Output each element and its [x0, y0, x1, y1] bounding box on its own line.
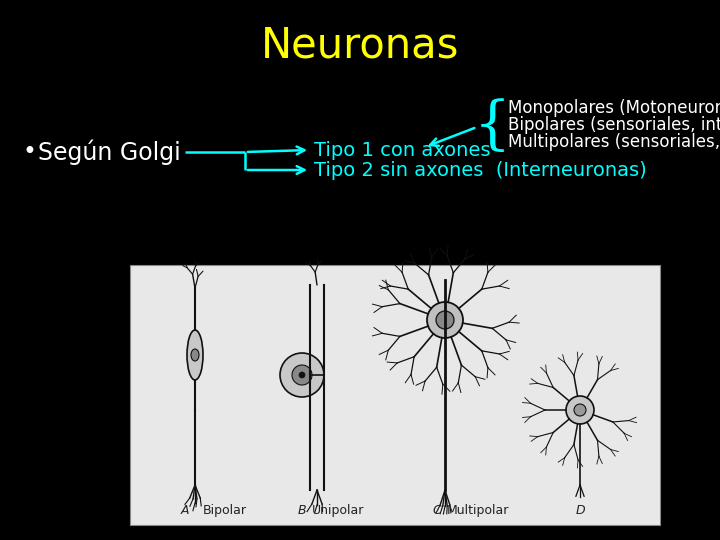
Text: Según Golgi: Según Golgi [38, 139, 181, 165]
Text: C: C [433, 504, 441, 517]
Text: Monopolares (Motoneuronas): Monopolares (Motoneuronas) [508, 99, 720, 117]
Circle shape [436, 311, 454, 329]
Text: A: A [181, 504, 189, 517]
Text: Neuronas: Neuronas [261, 25, 459, 67]
Text: Multipolares (sensoriales, intern): Multipolares (sensoriales, intern) [508, 133, 720, 151]
Text: Multipolar: Multipolar [447, 504, 509, 517]
Circle shape [292, 365, 312, 385]
Text: •: • [22, 140, 36, 164]
Text: Tipo 1 con axones: Tipo 1 con axones [314, 140, 490, 159]
Circle shape [427, 302, 463, 338]
FancyBboxPatch shape [130, 265, 660, 525]
Circle shape [574, 404, 586, 416]
Text: Unipolar: Unipolar [312, 504, 364, 517]
Text: Bipolares (sensoriales, intern.): Bipolares (sensoriales, intern.) [508, 116, 720, 134]
Ellipse shape [191, 349, 199, 361]
Text: {: { [474, 99, 510, 155]
Text: Tipo 2 sin axones  (Interneuronas): Tipo 2 sin axones (Interneuronas) [314, 160, 647, 179]
Circle shape [299, 372, 305, 378]
Circle shape [280, 353, 324, 397]
Ellipse shape [187, 330, 203, 380]
Text: B: B [297, 504, 306, 517]
Text: D: D [575, 504, 585, 517]
Circle shape [566, 396, 594, 424]
Text: Bipolar: Bipolar [203, 504, 247, 517]
